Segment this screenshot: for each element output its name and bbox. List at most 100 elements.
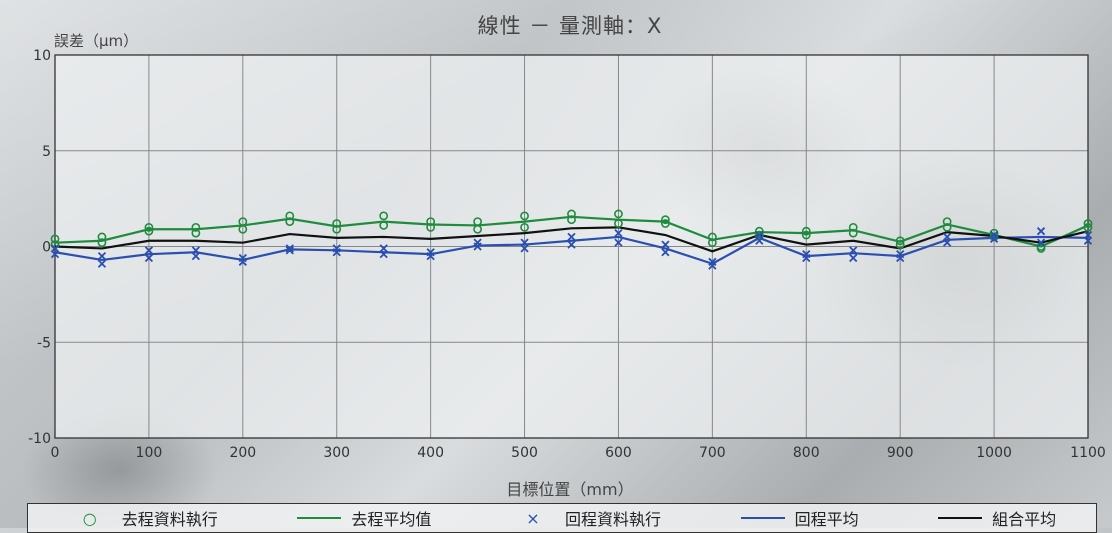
reverse-run-point <box>379 250 388 259</box>
forward-run-point <box>238 224 248 234</box>
forward-run-point <box>426 222 436 232</box>
black-line-icon <box>938 517 983 519</box>
forward-run-point <box>1036 244 1046 253</box>
legend-label: 回程資料執行 <box>564 510 661 529</box>
legend-item-combined-average: 組合平均 <box>938 506 1056 530</box>
reverse-run-point <box>285 246 294 255</box>
reverse-run-point <box>144 246 154 255</box>
forward-run-point <box>191 228 201 238</box>
reverse-run-point <box>896 253 905 263</box>
reverse-run-point <box>238 257 247 266</box>
forward-run-point <box>379 221 389 230</box>
forward-run-point <box>332 219 342 228</box>
forward-run-point <box>707 232 717 242</box>
forward-run-point <box>97 238 107 248</box>
reverse-run-point <box>708 261 717 270</box>
reverse-run-point <box>473 242 482 251</box>
reverse-run-point <box>1036 238 1046 247</box>
forward-run-point <box>848 222 858 232</box>
reverse-run-point <box>520 244 529 253</box>
x-tick-label: 800 <box>793 445 820 461</box>
legend-label: 去程平均值 <box>351 510 432 529</box>
reverse-run-point <box>144 253 154 263</box>
reverse-run-point <box>849 246 858 255</box>
reverse-run-point <box>567 232 576 242</box>
legend-label: 回程平均 <box>794 510 859 529</box>
forward-run-point <box>144 222 154 232</box>
forward-run-point <box>1083 219 1093 228</box>
forward-run-point <box>379 211 389 221</box>
x-tick-label: 600 <box>605 445 632 461</box>
forward-run-point <box>661 219 670 228</box>
forward-run-point <box>473 217 482 227</box>
forward-run-point <box>895 236 905 246</box>
legend-item-reverse-runs: × 回程資料執行 <box>511 506 661 530</box>
forward-run-point <box>754 230 764 240</box>
forward-run-point <box>520 222 529 232</box>
y-tick-label: 5 <box>42 144 51 160</box>
forward-run-point <box>707 238 717 248</box>
reverse-run-point <box>942 238 952 247</box>
y-tick-label: -5 <box>37 335 51 351</box>
x-tick-label: 1000 <box>976 445 1012 461</box>
legend-label: 去程資料執行 <box>121 510 218 529</box>
chart-title: 線性 － 量測軸：X <box>477 14 663 38</box>
reverse-run-point <box>1083 236 1093 245</box>
legend: ○ 去程資料執行 去程平均值 × 回程資料執行 回程平均 組合平均 <box>27 503 1097 533</box>
reverse-run-point <box>614 238 623 247</box>
x-tick-label: 1100 <box>1070 445 1106 461</box>
forward-run-point <box>942 222 952 232</box>
x-axis-title: 目標位置（mm） <box>506 480 634 499</box>
reverse-run-point <box>426 251 435 261</box>
reverse-run-point <box>989 234 999 243</box>
x-tick-label: 500 <box>511 445 538 461</box>
x-tick-label: 100 <box>136 445 163 461</box>
x-tick-label: 900 <box>887 445 914 461</box>
x-tick-label: 700 <box>699 445 726 461</box>
reverse-run-point <box>802 253 811 263</box>
forward-run-point <box>895 240 905 249</box>
reverse-run-point <box>1036 227 1046 236</box>
forward-run-point <box>285 211 295 221</box>
green-line-icon <box>297 517 342 519</box>
legend-item-forward-average: 去程平均值 <box>297 506 431 530</box>
forward-run-point <box>473 224 482 234</box>
forward-run-point <box>614 219 623 228</box>
reverse-run-point <box>285 244 294 253</box>
x-tick-label: 200 <box>229 445 256 461</box>
forward-run-point <box>97 232 107 242</box>
forward-run-point <box>567 209 576 219</box>
reverse-run-point <box>849 253 858 263</box>
reverse-run-point <box>661 248 670 257</box>
legend-label: 組合平均 <box>992 510 1057 529</box>
reverse-run-point <box>50 250 60 259</box>
forward-run-point <box>801 226 811 236</box>
x-tick-label: 300 <box>323 445 350 461</box>
forward-run-point <box>942 217 952 227</box>
blue-line-icon <box>740 517 785 519</box>
forward-run-point <box>1083 222 1093 232</box>
x-tick-label: 400 <box>417 445 444 461</box>
forward-run-point <box>332 224 342 234</box>
forward-run-point <box>989 232 999 242</box>
forward-run-point <box>989 228 999 238</box>
y-tick-label: 0 <box>42 240 51 256</box>
reverse-run-point <box>332 248 341 257</box>
legend-item-forward-runs: ○ 去程資料執行 <box>68 506 218 530</box>
reverse-run-point <box>614 228 623 238</box>
y-axis-title: 誤差（μm） <box>54 32 139 50</box>
series-line <box>54 235 1089 265</box>
circle-marker-icon: ○ <box>82 508 97 528</box>
forward-run-point <box>520 211 529 221</box>
forward-run-point <box>801 230 811 240</box>
forward-run-point <box>426 217 436 227</box>
forward-run-point <box>661 215 670 225</box>
forward-run-point <box>191 222 201 232</box>
y-tick-label: 10 <box>33 48 51 64</box>
reverse-run-point <box>97 259 107 268</box>
reverse-run-point <box>191 251 201 261</box>
reverse-run-point <box>97 251 107 261</box>
y-tick-label: -10 <box>28 431 51 447</box>
x-tick-label: 0 <box>51 445 60 461</box>
